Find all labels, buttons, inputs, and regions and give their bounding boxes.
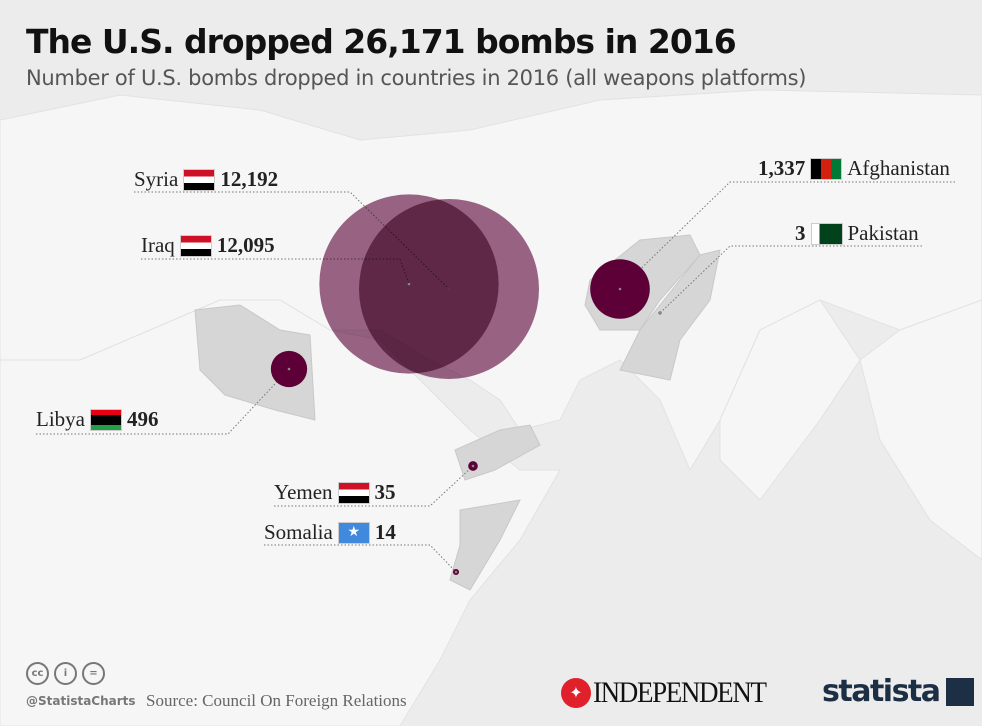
by-icon: i: [54, 662, 77, 685]
eagle-icon: ✦: [561, 678, 591, 708]
bomb-count: 12,095: [216, 233, 275, 257]
label-yemen: Yemen 35: [274, 480, 396, 508]
country-pakistan: [619, 249, 721, 381]
bomb-count: 35: [374, 480, 396, 504]
country-name: Libya: [36, 407, 85, 431]
statista-handle: @StatistaCharts: [26, 694, 136, 708]
bomb-count: 14: [374, 520, 396, 544]
bomb-count: 3: [795, 221, 806, 245]
label-iraq: Iraq 12,095: [141, 233, 275, 261]
leader-line-libya: [36, 368, 290, 435]
license-icons: cc i =: [26, 662, 105, 685]
leader-line-pakistan: [659, 245, 922, 314]
center-dot: [471, 464, 475, 468]
statista-mark-icon: [945, 677, 974, 706]
source-note: Source: Council On Foreign Relations: [146, 691, 407, 710]
bomb-count: 496: [126, 407, 159, 431]
land-asia-east: [859, 299, 982, 561]
somalia-flag: ★: [338, 522, 369, 543]
country-name: Yemen: [274, 480, 333, 504]
center-dot: [407, 282, 411, 286]
country-somalia: [449, 499, 521, 591]
libya-flag: [90, 409, 121, 430]
chart-title: The U.S. dropped 26,171 bombs in 2016: [26, 22, 737, 61]
iraq-flag: [180, 235, 211, 256]
country-name: Syria: [134, 167, 179, 191]
chart-subtitle: Number of U.S. bombs dropped in countrie…: [26, 66, 807, 90]
country-name: Somalia: [264, 520, 333, 544]
label-somalia: Somalia ★ 14: [264, 520, 396, 548]
center-dot: [618, 287, 622, 291]
center-dot: [287, 367, 291, 371]
label-pakistan: 3 Pakistan: [795, 221, 919, 249]
syria-flag: [184, 169, 215, 190]
country-name: Afghanistan: [847, 156, 950, 180]
label-syria: Syria 12,192: [134, 167, 278, 195]
center-dot: [454, 570, 458, 574]
statista-logo: statista: [822, 674, 974, 709]
leader-line-afghanistan: [619, 181, 955, 290]
cc-icon: cc: [26, 662, 49, 685]
label-libya: Libya 496: [36, 407, 158, 435]
nd-icon: =: [82, 662, 105, 685]
land-india: [719, 299, 861, 501]
independent-logo: ✦ INDEPENDENT: [561, 676, 785, 710]
bomb-count: 12,192: [220, 167, 279, 191]
pakistan-flag: [811, 223, 842, 244]
center-dot: [658, 311, 662, 315]
leader-line-somalia: [264, 544, 457, 573]
country-name: Pakistan: [847, 221, 919, 245]
bomb-count: 1,337: [758, 156, 806, 180]
yemen-flag: [338, 482, 369, 503]
country-name: Iraq: [141, 233, 175, 257]
country-libya: [194, 304, 316, 421]
label-afghanistan: 1,337 Afghanistan: [758, 156, 950, 184]
afghanistan-flag: [811, 158, 842, 179]
